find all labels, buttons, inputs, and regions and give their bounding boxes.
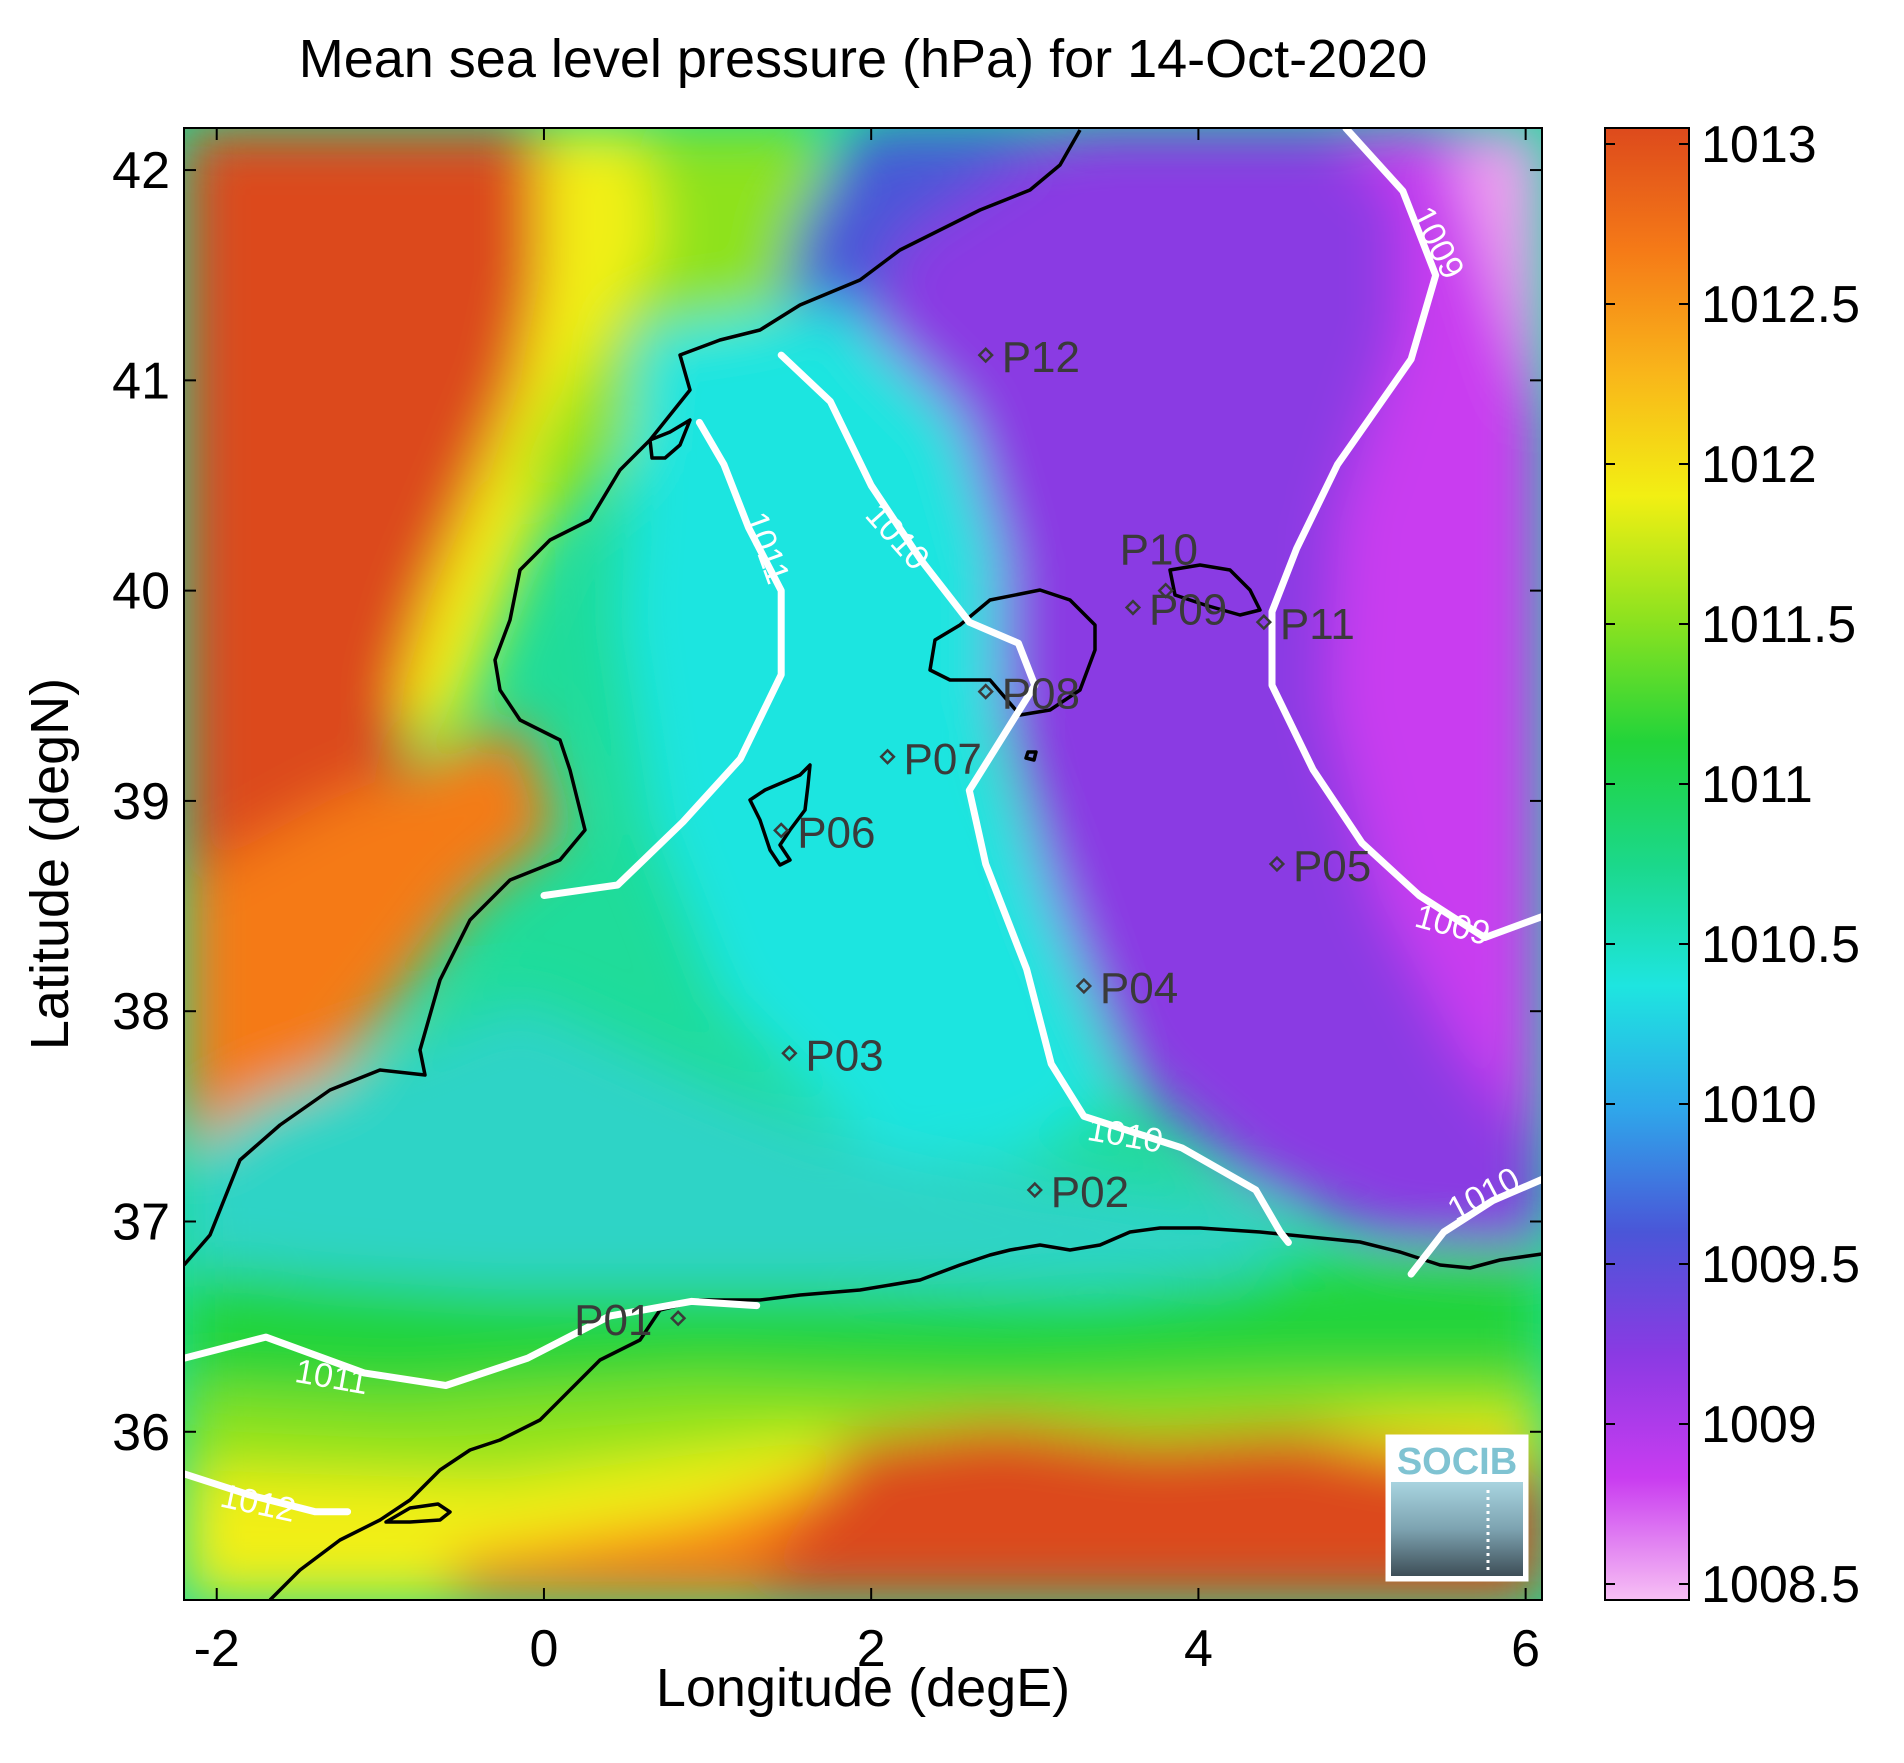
colorbar-tick-label: 1012 <box>1701 436 1817 494</box>
colorbar-tick-label: 1011.5 <box>1701 596 1856 654</box>
socib-logo: SOCIB <box>1385 1434 1529 1582</box>
y-tick-label: 36 <box>112 1404 170 1462</box>
isobar-1010 <box>1407 1175 1542 1278</box>
y-tick-label: 40 <box>112 563 170 621</box>
x-tick-label: 0 <box>529 1620 558 1678</box>
station-marker <box>1124 599 1142 616</box>
station-marker <box>879 748 896 765</box>
station-label: P12 <box>1002 333 1080 382</box>
menorca-outline <box>1168 563 1262 617</box>
isobar-1011 <box>540 418 785 899</box>
colorbar-tick-label: 1010 <box>1701 1076 1817 1134</box>
station-label: P02 <box>1051 1168 1129 1217</box>
y-axis-label: Latitude (degN) <box>20 678 80 1050</box>
colorbar-tick-label: 1008.5 <box>1701 1556 1860 1614</box>
isobar-lines <box>184 128 1542 1516</box>
ebro-delta-outline <box>648 418 692 460</box>
alboran-outline <box>384 1502 452 1524</box>
station-marker <box>781 1045 798 1062</box>
x-tick-label: 4 <box>1184 1620 1213 1678</box>
station-marker <box>1268 855 1286 873</box>
station-label: P08 <box>1002 670 1080 719</box>
y-tick-label: 38 <box>112 983 170 1041</box>
isobar-1011 <box>184 1297 761 1389</box>
colorbar-tick-label: 1013 <box>1701 116 1817 174</box>
african-coastline <box>268 1226 1542 1600</box>
station-label: P04 <box>1100 964 1178 1013</box>
station-label: P03 <box>805 1031 883 1080</box>
station-label: P05 <box>1293 842 1371 891</box>
station-marker <box>1255 614 1272 631</box>
x-tick-label: -2 <box>194 1620 240 1678</box>
station-marker <box>977 683 994 700</box>
station-marker <box>669 1310 687 1327</box>
station-marker <box>1026 1181 1043 1199</box>
x-tick-label: 2 <box>857 1620 886 1678</box>
y-tick-label: 37 <box>112 1193 170 1251</box>
y-tick-label: 39 <box>112 773 170 831</box>
x-axis-label: Longitude (degE) <box>656 1658 1070 1718</box>
y-tick-label: 41 <box>112 352 170 410</box>
isobar-1010 <box>777 351 1292 1246</box>
station-label: P10 <box>1120 526 1198 575</box>
colorbar-bar <box>1604 127 1690 1601</box>
colorbar-tick-label: 1009 <box>1701 1396 1817 1454</box>
y-axis: 36 37 38 39 40 41 42 <box>112 142 1542 1462</box>
colorbar-tick-label: 1009.5 <box>1701 1236 1860 1294</box>
isobar-1012 <box>184 1470 352 1516</box>
station-label: P11 <box>1280 600 1355 649</box>
socib-logo-text: SOCIB <box>1397 1441 1517 1483</box>
chart-title: Mean sea level pressure (hPa) for 14-Oct… <box>299 29 1428 89</box>
ibiza-outline <box>748 763 812 867</box>
plot-frame <box>183 127 1543 1601</box>
station-marker <box>773 822 790 839</box>
colorbar-tick-label: 1010.5 <box>1701 916 1860 974</box>
x-tick-label: 6 <box>1511 1620 1540 1678</box>
x-axis: -2 0 2 4 6 <box>194 128 1540 1678</box>
isobar-1009 <box>1268 128 1542 942</box>
station-label: P01 <box>574 1296 652 1345</box>
station-marker <box>1157 582 1174 599</box>
station-marker <box>977 346 994 364</box>
iberian-coastline <box>184 129 1082 1267</box>
colorbar-ticks: 1013 1012.5 1012 1011.5 1011 1010.5 1010 1009.5… <box>1605 116 1860 1614</box>
cabrera-outline <box>1024 750 1038 762</box>
colorbar-tick-label: 1012.5 <box>1701 276 1860 334</box>
station-label: P06 <box>797 808 875 857</box>
station-marker <box>1075 977 1093 995</box>
colorbar-tick-label: 1011 <box>1701 756 1813 814</box>
colorbar: 1013 1012.5 1012 1011.5 1011 1010.5 1010 1009.5… <box>1604 116 1860 1614</box>
station-label: P07 <box>904 735 982 784</box>
y-tick-label: 42 <box>112 142 170 200</box>
